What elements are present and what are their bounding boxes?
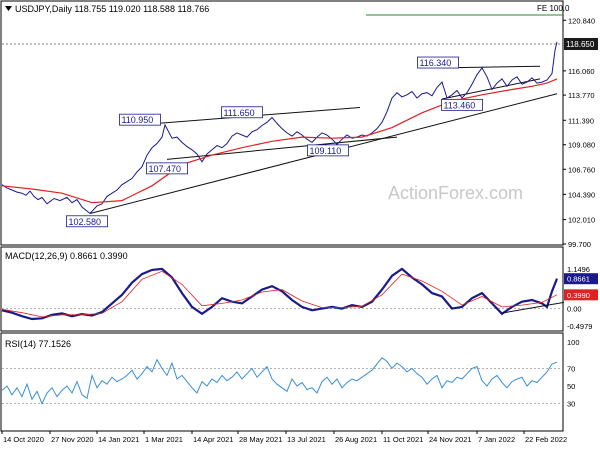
rsi-title: RSI(14) 77.1526 xyxy=(5,339,71,349)
price-tick-label: 102.010 xyxy=(568,216,595,225)
swing-label-102580-box xyxy=(66,215,108,228)
lower-channel-line xyxy=(166,136,398,160)
x-tick-label: 13 Jul 2021 xyxy=(287,435,326,444)
price-tick-label: 116.060 xyxy=(568,67,595,76)
last-price-text: 118.650 xyxy=(566,40,595,49)
x-tick-label: 14 Jan 2021 xyxy=(98,435,139,444)
x-tick-label: 14 Oct 2020 xyxy=(3,435,44,444)
x-tick-label: 22 Feb 2022 xyxy=(525,435,567,444)
macd-line xyxy=(1,267,559,321)
swing-label-111650: 111.650 xyxy=(223,108,254,118)
moving-average-line xyxy=(1,78,558,204)
price-tick-label: 104.390 xyxy=(568,190,595,199)
last-price-tag: 118.650 xyxy=(564,38,598,50)
swing-label-113460: 113.460 xyxy=(443,100,475,110)
x-tick-label: 28 May 2021 xyxy=(239,435,282,444)
swing-label-116340: 116.340 xyxy=(419,58,451,68)
macd-tick-label: -0.4979 xyxy=(567,322,592,331)
swing-label-107470-box xyxy=(146,162,188,175)
macd-plot xyxy=(1,267,565,321)
price-tick-label: 120.840 xyxy=(568,16,595,25)
swing-label-110950: 110.950 xyxy=(121,115,153,125)
x-tick-label: 7 Jan 2022 xyxy=(478,435,515,444)
swing-label-113460-box xyxy=(441,98,483,111)
swing-label-102580: 102.580 xyxy=(68,217,101,227)
x-tick-label: 24 Nov 2021 xyxy=(429,435,472,444)
rsi-tick-label: 100 xyxy=(567,338,580,347)
swing-label-110950-box xyxy=(119,113,161,126)
rsi-tick-label: 70 xyxy=(567,364,575,373)
macd-tick-label: 1.1496 xyxy=(567,265,590,274)
price-panel-frame xyxy=(0,0,564,246)
watermark: ActionForex.com xyxy=(388,183,523,203)
rsi-plot xyxy=(1,357,563,405)
price-tick-label: 106.760 xyxy=(568,165,595,174)
price-series-line xyxy=(1,41,558,215)
macd-tick-label: 0.00 xyxy=(567,305,582,314)
macd-tick-label: 0.3990 xyxy=(567,291,590,300)
price-tick-label: 111.390 xyxy=(568,116,594,125)
price-y-axis: 120.840 116.060 113.770 111.390 109.080 106.7… xyxy=(563,16,595,249)
swing-label-107470: 107.470 xyxy=(148,164,181,174)
rsi-line xyxy=(1,357,558,405)
rsi-tick-label: 30 xyxy=(567,400,575,409)
rsi-y-axis: 100 70 50 30 xyxy=(567,338,580,409)
price-title-text: USDJPY,Daily 118.755 119.020 118.588 118… xyxy=(15,4,209,14)
x-tick-label: 11 Oct 2021 xyxy=(383,435,423,444)
price-tick-label: 109.080 xyxy=(568,141,595,150)
swing-label-109110-box xyxy=(307,144,349,157)
macd-tick-label: 0.8661 xyxy=(567,275,590,284)
swing-label-111650-box xyxy=(221,106,263,119)
rsi-tick-label: 50 xyxy=(567,382,575,391)
macd-trendline xyxy=(501,301,565,314)
x-tick-label: 14 Apr 2021 xyxy=(193,435,233,444)
macd-value-tag xyxy=(564,289,598,301)
swing-label-116340-box xyxy=(417,56,459,69)
x-tick-label: 26 Aug 2021 xyxy=(335,435,377,444)
x-tick-label: 1 Mar 2021 xyxy=(145,435,183,444)
macd-value-tag xyxy=(564,273,598,285)
x-axis: 14 Oct 2020 27 Nov 2020 14 Jan 2021 1 Mar 2… xyxy=(1,431,567,444)
price-tick-label: 113.770 xyxy=(568,91,595,100)
swing-labels: 102.580 110.950 107.470 111.650 109.110 116.3… xyxy=(66,56,483,228)
macd-panel-frame xyxy=(0,246,564,332)
price-tick-label: 99.700 xyxy=(568,240,591,249)
price-plot xyxy=(1,41,558,215)
fe-label: FE 100.0 xyxy=(537,4,570,13)
range-bottom-line xyxy=(441,78,541,100)
macd-signal-line xyxy=(1,270,558,318)
rsi-panel-frame xyxy=(0,332,564,432)
x-tick-label: 27 Nov 2020 xyxy=(51,435,94,444)
price-title: USDJPY,Daily 118.755 119.020 118.588 118… xyxy=(5,4,209,14)
macd-title: MACD(12,26,9) 0.8661 0.3990 xyxy=(5,251,128,261)
swing-label-109110: 109.110 xyxy=(309,146,341,156)
